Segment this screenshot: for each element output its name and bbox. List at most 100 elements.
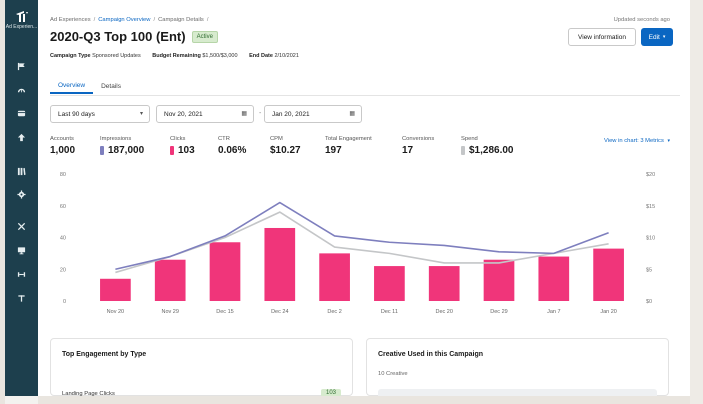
metric-value: 103 [178, 145, 195, 156]
end-date-input-value: Jan 20, 2021 [272, 110, 310, 118]
view-in-chart-dropdown[interactable]: View in chart: 3 Metrics ▾ [604, 138, 670, 144]
metric-value: $1,286.00 [469, 145, 514, 156]
metric-value: 17 [402, 145, 414, 156]
x-tick-label: Dec 2 [327, 309, 341, 315]
date-range-dash: - [259, 110, 262, 117]
spend-swatch [461, 146, 465, 155]
breadcrumb-separator: / [206, 17, 209, 23]
metric-label: Impressions [100, 136, 132, 142]
metric-label: CPM [270, 136, 283, 142]
chevron-down-icon: ▾ [662, 34, 666, 40]
metric-clicks[interactable]: Clicks 103 [170, 136, 195, 156]
metric-label: Total Engagement [325, 136, 372, 142]
metric-accounts: Accounts 1,000 [50, 136, 75, 156]
metric-label: Clicks [170, 136, 186, 142]
tab-bar: Overview Details [50, 78, 129, 94]
library-icon [17, 167, 26, 175]
start-date-input[interactable]: Nov 20, 2021 ▦ [156, 105, 254, 123]
gear-icon [17, 189, 26, 199]
impressions-line [115, 201, 609, 271]
y-left-tick-label: 0 [63, 299, 66, 305]
y-left-tick-label: 60 [60, 204, 66, 210]
creative-card: Creative Used in this Campaign 10 Creati… [366, 338, 669, 399]
breadcrumb-current: Campaign Details [158, 17, 204, 23]
chart-bar [483, 259, 515, 301]
tab-divider [50, 95, 680, 96]
spend-line [115, 211, 609, 274]
metric-label: Spend [461, 136, 478, 142]
metric-ctr: CTR 0.06% [218, 136, 246, 156]
status-badge: Active [191, 30, 218, 43]
chart-bar [100, 278, 131, 301]
top-engagement-title: Top Engagement by Type [62, 351, 147, 358]
performance-chart: 0 20 40 60 80 $0 $5 $10 $15 $20 Nov 20 Nov 29 Dec 15… [60, 172, 655, 315]
chart-bar [319, 253, 350, 301]
clicks-swatch [170, 146, 174, 155]
breadcrumb-overview[interactable]: Campaign Overview [98, 17, 151, 23]
dumbbell-icon [17, 271, 26, 277]
metric-label: Accounts [50, 136, 74, 142]
x-tick-label: Dec 20 [435, 309, 452, 315]
creative-count: 10 Creative [378, 371, 408, 377]
chart-bar [538, 256, 570, 301]
chart-bar [374, 266, 405, 301]
sidebar-item-flag[interactable] [5, 58, 38, 74]
text-icon [18, 294, 25, 302]
metric-impressions[interactable]: Impressions 187,000 [100, 136, 144, 156]
creative-title: Creative Used in this Campaign [378, 351, 484, 358]
sidebar-item-boost[interactable] [5, 129, 38, 145]
x-tick-label: Jan 20 [600, 309, 617, 315]
sidebar-item-tools[interactable] [5, 218, 38, 234]
tab-overview[interactable]: Overview [50, 78, 94, 94]
gauge-icon [17, 88, 26, 92]
title-row: 2020-Q3 Top 100 (Ent) Active [50, 29, 218, 44]
breadcrumb-root[interactable]: Ad Experiences [50, 17, 91, 23]
sidebar-item-fitness[interactable] [5, 266, 38, 282]
tab-details[interactable]: Details [101, 82, 121, 90]
up-arrow-icon [17, 133, 26, 141]
y-left-tick-label: 80 [60, 172, 66, 178]
metric-value: 1,000 [50, 145, 76, 156]
metric-total-engagement: Total Engagement 197 [325, 136, 372, 156]
sidebar-item-dashboard[interactable] [5, 82, 38, 98]
date-range-select[interactable]: Last 90 days ▾ [50, 105, 150, 123]
app-logo[interactable]: Ad Experien... [5, 10, 38, 50]
sidebar-item-text[interactable] [5, 290, 38, 306]
sidebar-item-display[interactable] [5, 242, 38, 258]
sidebar-item-settings[interactable] [5, 186, 38, 202]
metric-label: CTR [218, 136, 230, 142]
chart-bar [209, 242, 241, 301]
metric-label: Conversions [402, 136, 435, 142]
y-right-tick-label: $20 [646, 172, 655, 178]
start-date-value: Nov 20, 2021 [164, 110, 203, 118]
campaign-type-value: Sponsored Updates [92, 53, 141, 59]
x-tick-label: Nov 20 [107, 309, 124, 315]
sidebar-item-billing[interactable] [5, 105, 38, 121]
impressions-swatch [100, 146, 104, 155]
y-right-tick-label: $5 [646, 267, 652, 273]
metric-spend[interactable]: Spend $1,286.00 [461, 136, 514, 156]
window-frame [0, 0, 5, 404]
x-tick-label: Nov 29 [161, 309, 178, 315]
chart-bar [264, 227, 296, 301]
view-information-button[interactable]: View information [568, 28, 636, 46]
chevron-down-icon: ▾ [139, 111, 143, 117]
end-date-input[interactable]: Jan 20, 2021 ▦ [264, 105, 362, 123]
y-right-tick-label: $15 [646, 204, 655, 210]
app-logo-label: Ad Experien... [5, 24, 38, 30]
sidebar: Ad Experien... [5, 0, 38, 396]
engagement-row-value: 103 [320, 389, 341, 397]
metric-cpm: CPM $10.27 [270, 136, 301, 156]
sidebar-item-library[interactable] [5, 163, 38, 179]
scrollbar[interactable] [690, 0, 703, 404]
edit-button[interactable]: Edit ▾ [641, 28, 673, 46]
breadcrumb: Ad Experiences / Campaign Overview / Campaig… [50, 17, 211, 23]
y-right-tick-label: $0 [646, 299, 652, 305]
metric-value: 187,000 [108, 145, 145, 156]
end-date-value: 2/10/2021 [274, 53, 299, 59]
chart-bar [154, 259, 186, 301]
chart-bar [428, 266, 460, 301]
main-content: Ad Experiences / Campaign Overview / Campaig… [38, 0, 690, 399]
x-tick-label: Dec 24 [271, 309, 288, 315]
top-engagement-card: Top Engagement by Type Landing Page Clic… [50, 338, 353, 397]
